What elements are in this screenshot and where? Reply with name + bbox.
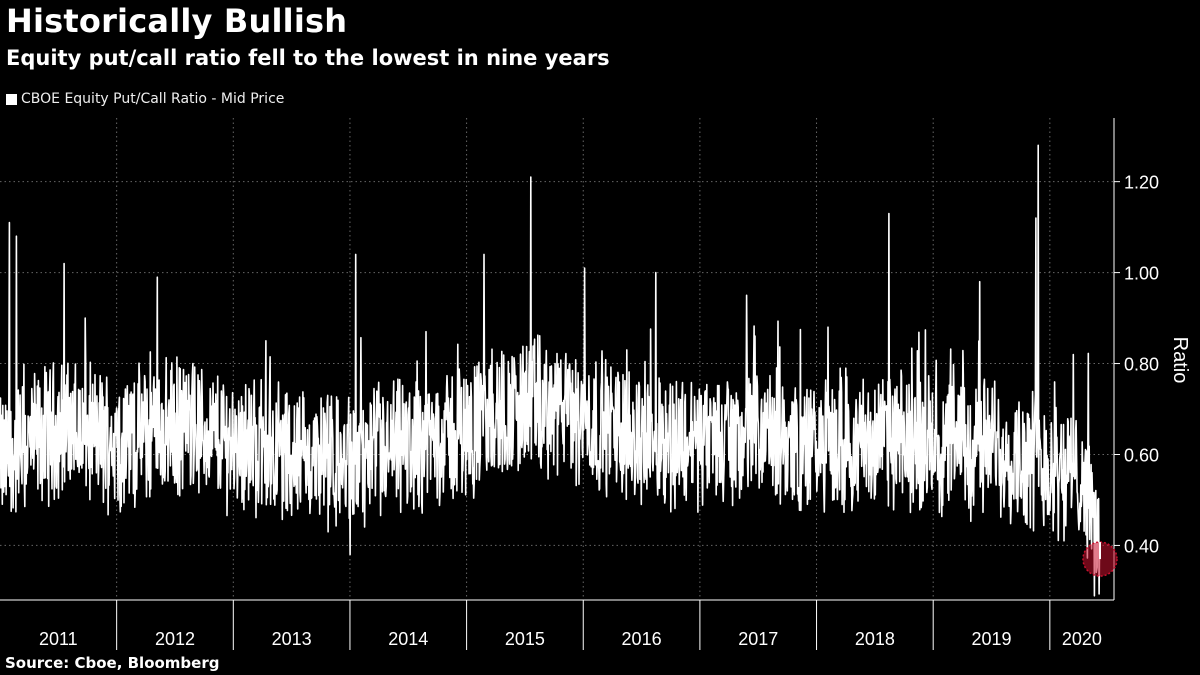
- x-tick-label: 2019: [971, 629, 1011, 649]
- x-tick-label: 2016: [622, 629, 662, 649]
- legend: CBOE Equity Put/Call Ratio - Mid Price: [6, 91, 284, 107]
- x-tick-label: 2017: [738, 629, 778, 649]
- y-tick-label: 0.80: [1124, 355, 1159, 375]
- x-tick-label: 2020: [1062, 629, 1102, 649]
- chart-title: Historically Bullish: [6, 2, 348, 40]
- x-tick-label: 2011: [39, 629, 78, 649]
- y-tick-label: 1.00: [1124, 264, 1159, 284]
- x-tick-label: 2013: [272, 629, 312, 649]
- legend-label: CBOE Equity Put/Call Ratio - Mid Price: [21, 91, 285, 107]
- x-tick-label: 2012: [155, 629, 195, 649]
- x-tick-label: 2014: [388, 629, 428, 649]
- chart-subtitle: Equity put/call ratio fell to the lowest…: [6, 46, 610, 70]
- source-note: Source: Cboe, Bloomberg: [5, 654, 220, 672]
- y-tick-label: 1.20: [1124, 173, 1159, 193]
- y-axis-label: Ratio: [1169, 337, 1191, 384]
- x-tick-label: 2015: [505, 629, 545, 649]
- x-tick-label: 2018: [855, 629, 895, 649]
- y-tick-label: 0.60: [1124, 445, 1159, 465]
- y-tick-label: 0.40: [1124, 536, 1159, 556]
- series-line: [0, 144, 1101, 597]
- legend-swatch: [6, 93, 17, 105]
